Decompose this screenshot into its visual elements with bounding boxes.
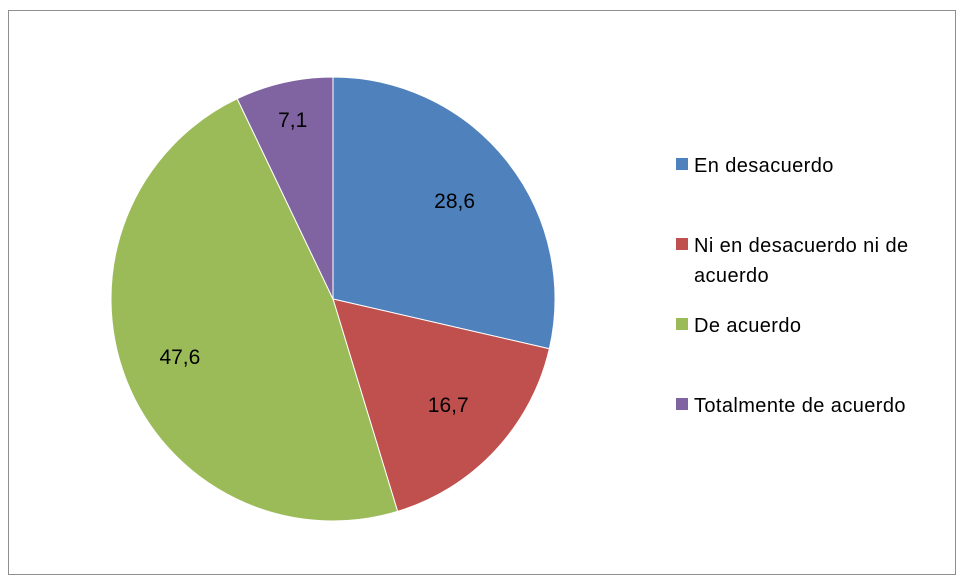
legend-swatch-en-desacuerdo <box>676 158 688 170</box>
data-label-totalmente-de-acuerdo: 7,1 <box>278 109 307 132</box>
legend-label-en-desacuerdo: En desacuerdo <box>694 155 834 177</box>
legend-item-de-acuerdo: De acuerdo <box>676 311 956 341</box>
legend-label-de-acuerdo: De acuerdo <box>694 315 802 337</box>
data-label-ni-en-desacuerdo: 16,7 <box>428 394 469 417</box>
legend-item-ni-en-desacuerdo: Ni en desacuerdo ni de acuerdo <box>676 231 956 291</box>
data-label-en-desacuerdo: 28,6 <box>434 190 475 213</box>
pie-slice-de-acuerdo <box>110 98 399 522</box>
legend-label-ni-en-desacuerdo: Ni en desacuerdo ni de acuerdo <box>694 235 909 287</box>
pie-slice-en-desacuerdo <box>332 76 556 350</box>
pie-chart: 28,6 16,7 47,6 7,1 <box>110 76 556 522</box>
legend-swatch-de-acuerdo <box>676 318 688 330</box>
pie-slice-ni-en-desacuerdo <box>332 298 550 513</box>
legend-swatch-ni-en-desacuerdo <box>676 238 688 250</box>
pie-slice-totalmente-de-acuerdo <box>236 76 334 300</box>
data-label-de-acuerdo: 47,6 <box>159 346 200 369</box>
legend-swatch-totalmente-de-acuerdo <box>676 398 688 410</box>
chart-area: 28,6 16,7 47,6 7,1 En desacuerdo Ni en desa… <box>8 10 956 575</box>
legend-item-totalmente-de-acuerdo: Totalmente de acuerdo <box>676 391 956 421</box>
legend-item-en-desacuerdo: En desacuerdo <box>676 151 956 181</box>
legend-label-totalmente-de-acuerdo: Totalmente de acuerdo <box>694 395 906 417</box>
